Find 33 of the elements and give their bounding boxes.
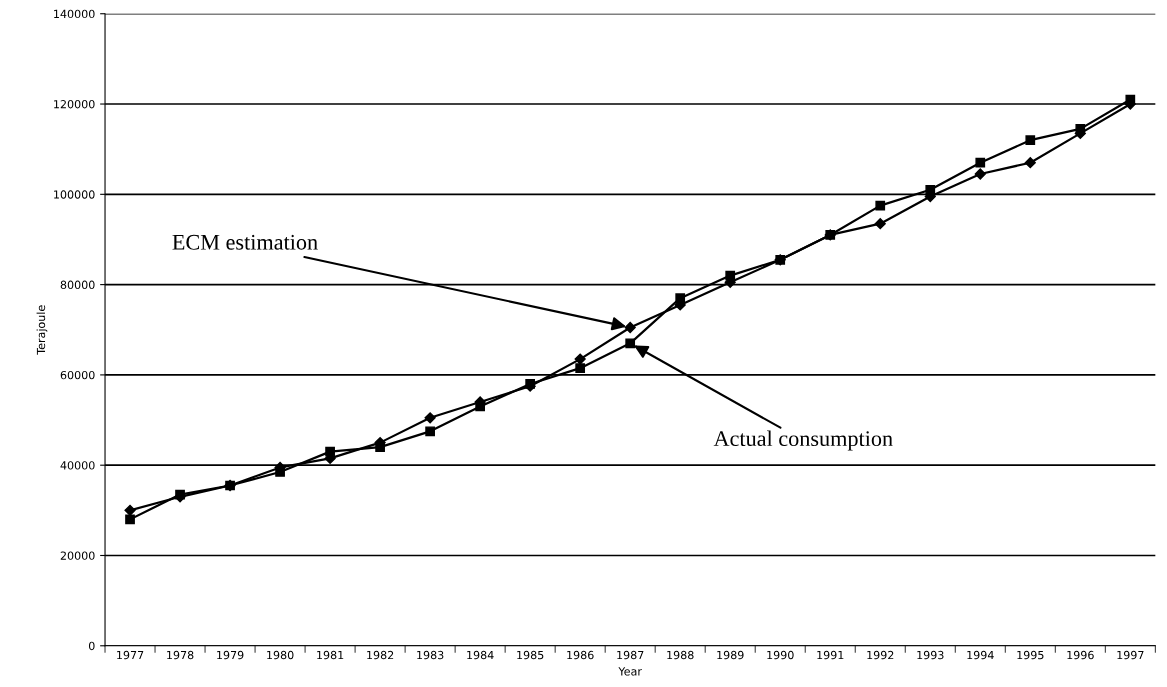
text: ECM estimation	[172, 234, 318, 250]
y-tick-label: 60000	[60, 370, 95, 380]
x-tick-label: 1990	[767, 650, 794, 660]
x-tick-label: 1995	[1017, 650, 1044, 660]
y-tick-label: 100000	[54, 190, 95, 199]
x-tick-label: 1980	[267, 650, 294, 660]
x-tick-label: 1992	[867, 650, 894, 660]
x-tick-label: 1983	[417, 650, 444, 660]
text: Actual consumption	[713, 430, 893, 451]
y-tick-label: 40000	[60, 461, 95, 470]
x-tick-label: 1996	[1067, 650, 1094, 660]
x-tick-label: 1987	[617, 650, 644, 660]
y-tick-label: 20000	[60, 551, 95, 560]
x-tick-label: 1982	[367, 650, 394, 660]
x-tick-label: 1989	[717, 650, 744, 660]
x-tick-label: 1997	[1117, 650, 1144, 660]
x-tick-label: 1984	[467, 650, 494, 660]
x-tick-label: 1991	[817, 650, 844, 660]
x-tick-label: 1977	[117, 650, 144, 660]
y-tick-label: 120000	[54, 100, 95, 109]
x-tick-label: 1988	[667, 650, 694, 660]
y-tick-label: 80000	[60, 280, 95, 289]
x-tick-label: 1986	[567, 650, 594, 660]
x-tick-label: 1994	[967, 650, 994, 660]
x-tick-label: 1978	[167, 650, 194, 660]
y-tick-label: 140000	[54, 9, 95, 19]
x-tick-label: 1985	[517, 650, 544, 660]
x-axis-title: Year	[618, 667, 642, 676]
y-axis-title: Terajoule	[36, 305, 48, 355]
x-tick-label: 1993	[917, 650, 944, 660]
x-tick-label: 1981	[317, 650, 344, 660]
y-tick-label: 0	[88, 641, 95, 651]
x-tick-label: 1979	[217, 650, 244, 660]
